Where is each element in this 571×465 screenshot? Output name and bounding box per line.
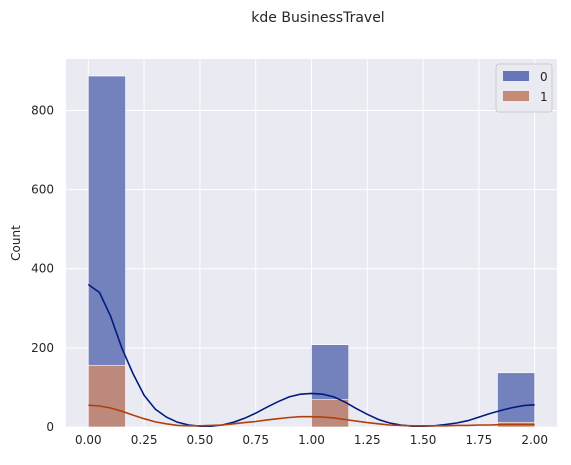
chart-title: kde BusinessTravel (251, 10, 384, 26)
series-1-bar (312, 400, 349, 427)
x-tick-label: 2.00 (521, 433, 548, 447)
series-0-bar (497, 373, 534, 427)
legend-label-0: 0 (540, 70, 548, 84)
y-tick-label: 200 (31, 341, 54, 355)
x-tick-label: 1.00 (298, 433, 325, 447)
legend-swatch-1 (503, 91, 529, 101)
y-tick-label: 400 (31, 262, 54, 276)
x-tick-label: 1.25 (354, 433, 381, 447)
legend: 0 1 (496, 64, 552, 112)
y-tick-label: 0 (46, 420, 54, 434)
y-axis-ticks: 0 200 400 600 800 (31, 103, 54, 434)
y-tick-label: 800 (31, 103, 54, 117)
legend-swatch-0 (503, 71, 529, 81)
x-tick-label: 0.25 (131, 433, 158, 447)
x-tick-label: 0.00 (75, 433, 102, 447)
y-tick-label: 600 (31, 183, 54, 197)
series-1-bar (88, 365, 125, 427)
x-axis-ticks: 0.00 0.25 0.50 0.75 1.00 1.25 1.50 1.75 2.00 (75, 433, 548, 447)
x-tick-label: 1.75 (466, 433, 493, 447)
x-tick-label: 0.75 (242, 433, 269, 447)
x-tick-label: 0.50 (187, 433, 214, 447)
y-axis-label: Count (9, 225, 23, 261)
x-tick-label: 1.50 (410, 433, 437, 447)
legend-label-1: 1 (540, 90, 548, 104)
